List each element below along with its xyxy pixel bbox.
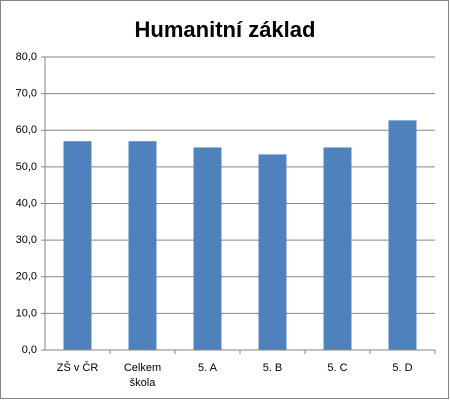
y-tick-label: 10,0 [16,307,37,319]
y-tick-label: 30,0 [16,234,37,246]
x-tick-label: 5. C [327,362,348,374]
y-tick-label: 60,0 [16,124,37,136]
bar [388,120,417,350]
y-tick-label: 80,0 [16,51,37,63]
x-tick-label: ZŠ v ČR [56,362,99,374]
bar [193,147,222,350]
bar [128,141,157,350]
chart-title: Humanitní základ [135,17,316,42]
y-tick-label: 40,0 [16,197,37,209]
y-tick-label: 20,0 [16,271,37,283]
x-tick-label: Celkem škola [123,362,162,389]
x-tick-label: 5. A [198,362,217,374]
bar [63,141,92,350]
x-tick-label: 5. D [392,362,413,374]
x-tick-label: 5. B [262,362,283,374]
y-tick-label: 50,0 [16,161,37,173]
y-tick-label: 70,0 [16,88,37,100]
bar [258,154,287,350]
bar [323,147,352,350]
y-tick-label: 0,0 [22,344,37,356]
